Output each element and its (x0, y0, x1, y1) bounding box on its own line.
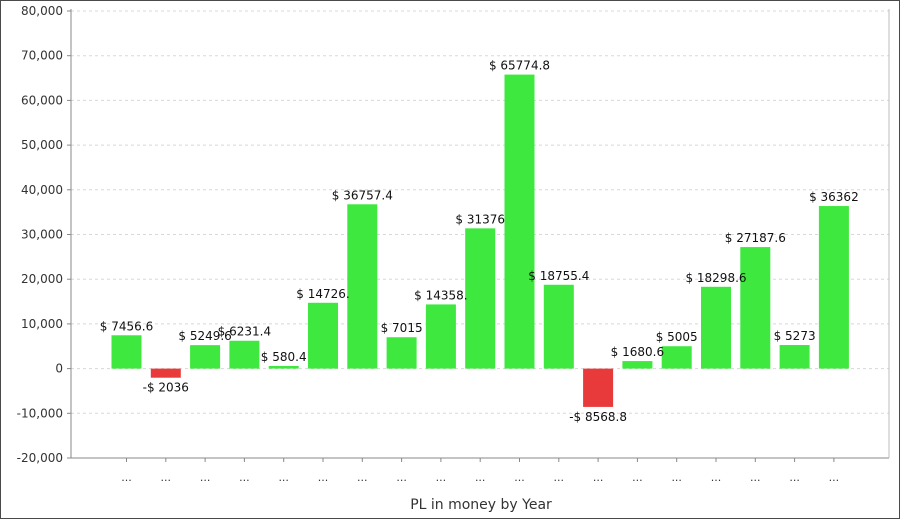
y-tick-label: 30,000 (21, 228, 63, 242)
data-label: $ 14726. (296, 287, 349, 301)
y-tick-label: -20,000 (17, 451, 63, 465)
y-tick-label: 0 (55, 362, 63, 376)
data-label: $ 18755.4 (528, 269, 589, 283)
axes: -20,000 -10,000 0 10,000 20,000 30,000 40,000 5… (17, 4, 890, 465)
bar (425, 304, 456, 369)
category-labels: ........................................… (121, 471, 839, 484)
data-labels: $ 7456.6 -$ 2036 $ 5249.6$ 6231.4 $ 580.4 $ … (100, 59, 859, 424)
x-tick-label: ... (436, 471, 447, 484)
y-tick-label: 50,000 (21, 138, 63, 152)
data-label: $ 36362 (809, 190, 859, 204)
y-tick-label: 20,000 (21, 272, 63, 286)
bar (818, 206, 849, 369)
x-tick-label: ... (161, 471, 172, 484)
x-tick-label: ... (121, 471, 132, 484)
x-axis-title: PL in money by Year (410, 497, 552, 513)
y-tick-label: 80,000 (21, 4, 63, 18)
y-tick-label: -10,000 (17, 406, 63, 420)
x-tick-label: ... (829, 471, 840, 484)
bar (661, 346, 692, 369)
data-label: $ 7456.6 (100, 319, 153, 333)
bar (308, 302, 338, 369)
x-tick-label: ... (514, 471, 525, 484)
x-tick-label: ... (278, 471, 289, 484)
x-tick-label: ... (396, 471, 407, 484)
x-tick-label: ... (789, 471, 800, 484)
bar (465, 228, 496, 369)
data-label: $ 580.4 (261, 350, 307, 364)
bar (701, 286, 731, 369)
x-tick-label: ... (318, 471, 329, 484)
x-tick-label: ... (475, 471, 486, 484)
x-tick-label: ... (593, 471, 604, 484)
x-tick-label: ... (200, 471, 211, 484)
data-label: -$ 2036 (143, 381, 189, 395)
y-tick-label: 70,000 (21, 49, 63, 63)
data-label: $ 5005 (656, 330, 698, 344)
bar (504, 74, 535, 369)
data-label: $ 14358. (414, 288, 467, 302)
x-tick-label: ... (554, 471, 565, 484)
bar (229, 340, 260, 369)
data-label: $ 1680.6 (611, 345, 664, 359)
bar (622, 361, 653, 369)
bar (347, 204, 378, 369)
data-label: $ 5249.6 (178, 329, 231, 343)
x-tick-label: ... (632, 471, 643, 484)
bar (268, 366, 299, 369)
bar (543, 284, 574, 369)
data-label: -$ 8568.8 (569, 410, 627, 424)
bar (740, 247, 771, 369)
y-tick-label: 40,000 (21, 183, 63, 197)
bar (111, 335, 142, 369)
data-label: $ 31376 (455, 212, 505, 226)
bar (386, 337, 417, 369)
bar (779, 345, 810, 369)
data-label: $ 27187.6 (725, 231, 786, 245)
data-label: $ 65774.8 (489, 59, 550, 73)
x-tick-label: ... (239, 471, 250, 484)
data-label: $ 18298.6 (685, 271, 746, 285)
x-tick-label: ... (750, 471, 761, 484)
data-label: $ 5273 (774, 329, 816, 343)
x-tick-label: ... (671, 471, 682, 484)
bars (111, 74, 849, 407)
bar (150, 368, 181, 378)
bar (583, 368, 614, 407)
x-tick-label: ... (357, 471, 368, 484)
x-tick-label: ... (711, 471, 722, 484)
data-label: $ 7015 (381, 321, 423, 335)
y-tick-label: 10,000 (21, 317, 63, 331)
y-tick-label: 60,000 (21, 93, 63, 107)
data-label: $ 36757.4 (332, 188, 393, 202)
bar (190, 345, 221, 369)
data-label: $ 6231.4 (218, 325, 271, 339)
